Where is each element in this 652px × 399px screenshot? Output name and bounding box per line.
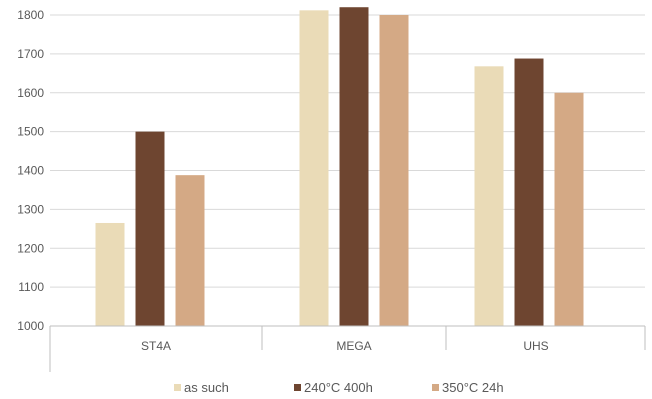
x-tick-label: MEGA: [336, 339, 371, 353]
bars: [95, 7, 584, 327]
y-tick-label: 1500: [17, 125, 44, 139]
bar-mega-series-3: [379, 15, 409, 326]
bar-st4a-series-1: [95, 222, 125, 326]
legend: as such 240°C 400h 350°C 24h: [174, 380, 504, 395]
x-tick-label: UHS: [523, 339, 548, 353]
legend-swatch: [294, 384, 301, 391]
bar-mega-series-1: [299, 10, 329, 327]
y-tick-label: 1300: [17, 202, 44, 216]
y-tick-label: 1200: [17, 241, 44, 255]
bar-st4a-series-3: [175, 175, 205, 326]
y-tick-label: 1000: [17, 319, 44, 333]
bar-st4a-series-2: [135, 131, 165, 326]
legend-label: as such: [184, 380, 229, 395]
x-axis: ST4A MEGA UHS: [49, 325, 646, 372]
legend-swatch: [432, 384, 439, 391]
legend-label: 350°C 24h: [442, 380, 504, 395]
legend-label: 240°C 400h: [304, 380, 373, 395]
bar-uhs-series-2: [514, 58, 544, 326]
y-tick-label: 1700: [17, 47, 44, 61]
legend-swatch: [174, 384, 181, 391]
bar-mega-series-2: [339, 7, 369, 326]
x-tick-label: ST4A: [141, 339, 171, 353]
y-tick-label: 1600: [17, 86, 44, 100]
y-tick-label: 1800: [17, 8, 44, 22]
bar-uhs-series-3: [554, 92, 584, 326]
y-tick-label: 1100: [18, 280, 44, 294]
bar-uhs-series-1: [474, 66, 504, 326]
y-tick-label: 1400: [17, 164, 44, 178]
y-axis-ticks: 1000 1100 1200 1300 1400 1500 1600 1700 1800: [17, 8, 44, 333]
